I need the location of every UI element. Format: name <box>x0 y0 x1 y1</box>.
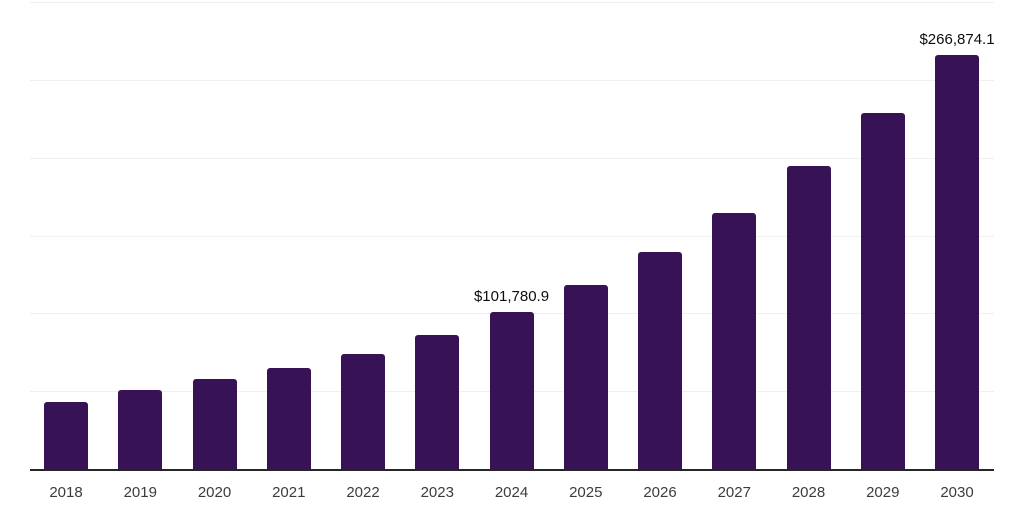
gridline-300000 <box>30 2 994 3</box>
bar-group-2028 <box>786 166 831 470</box>
bar-group-2021 <box>266 368 311 470</box>
bar-2021 <box>266 368 311 470</box>
data-label-2030: $266,874.1 <box>919 30 995 48</box>
x-tick-2024: 2024 <box>494 484 529 501</box>
bar-2024 <box>489 311 534 470</box>
gridline-250000 <box>30 79 994 81</box>
x-tick-2027: 2027 <box>717 484 751 501</box>
x-tick-2028: 2028 <box>791 484 826 501</box>
x-tick-2019: 2019 <box>123 484 157 501</box>
x-tick-2018: 2018 <box>49 484 83 501</box>
x-tick-2020: 2020 <box>197 484 232 501</box>
bar-2029 <box>860 112 905 470</box>
bar-2022 <box>341 354 385 470</box>
bar-2026 <box>638 251 682 470</box>
bar-2028 <box>786 166 831 470</box>
bar-2030 <box>935 54 979 470</box>
x-tick-2025: 2025 <box>569 484 603 501</box>
gridline-150000 <box>30 235 994 237</box>
x-tick-2023: 2023 <box>420 484 454 501</box>
data-label-2024: $101,780.9 <box>473 287 550 305</box>
bar-2027 <box>712 213 757 470</box>
bar-group-2030: $266,874.1 <box>919 31 995 470</box>
gridline-200000 <box>30 157 994 159</box>
bar-2020 <box>192 379 237 470</box>
x-axis-line <box>30 469 994 471</box>
x-tick-2022: 2022 <box>346 484 380 501</box>
bar-group-2027 <box>712 213 757 470</box>
bar-group-2029 <box>860 112 905 470</box>
x-tick-2026: 2026 <box>643 484 677 501</box>
bar-group-2018 <box>44 402 88 470</box>
bar-group-2019 <box>118 390 163 470</box>
bars-container: $101,780.9 $266,874.1 <box>30 3 995 470</box>
bar-group-2023 <box>415 334 460 470</box>
x-tick-2021: 2021 <box>272 484 306 501</box>
x-axis-labels: 2018 2019 2020 2021 2022 2023 2024 2025 2026 2027… <box>30 484 994 501</box>
bar-2019 <box>118 390 163 470</box>
plot-area: $101,780.9 $266,874.1 <box>30 2 995 470</box>
bar-2025 <box>563 285 608 470</box>
bar-group-2025 <box>563 285 608 470</box>
x-tick-2029: 2029 <box>866 484 900 501</box>
x-tick-2030: 2030 <box>940 484 974 501</box>
bar-2023 <box>415 334 460 470</box>
bar-group-2020 <box>192 379 237 470</box>
bar-group-2022 <box>341 354 385 470</box>
bar-group-2026 <box>638 251 682 470</box>
bar-group-2024: $101,780.9 <box>474 288 549 470</box>
bar-2018 <box>44 402 88 470</box>
